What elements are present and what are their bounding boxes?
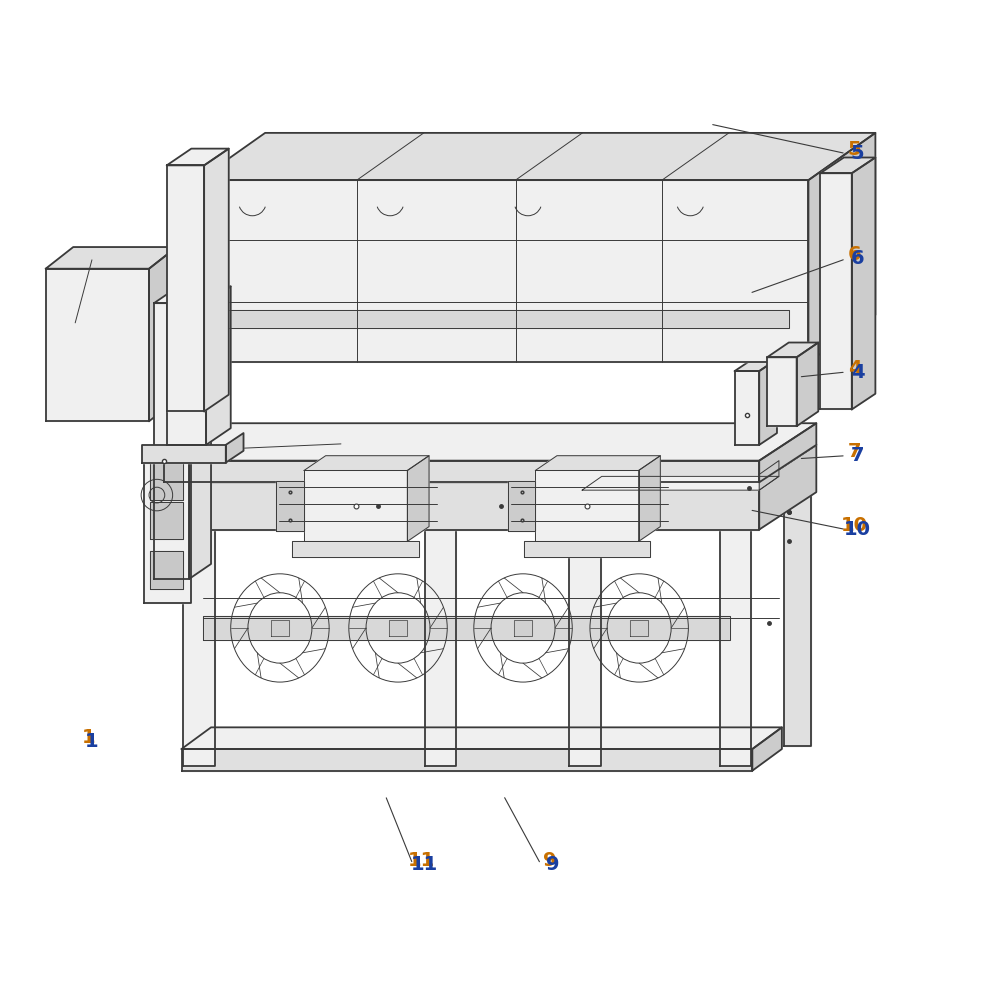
Polygon shape: [819, 173, 851, 409]
Text: 11: 11: [407, 851, 435, 870]
Polygon shape: [582, 476, 778, 490]
Polygon shape: [203, 616, 729, 640]
Polygon shape: [167, 165, 204, 411]
Polygon shape: [204, 149, 229, 411]
Polygon shape: [808, 133, 875, 362]
Polygon shape: [758, 445, 815, 530]
Text: 5: 5: [850, 144, 864, 163]
Polygon shape: [758, 423, 815, 482]
Polygon shape: [734, 359, 776, 371]
Polygon shape: [154, 303, 189, 579]
Polygon shape: [164, 423, 815, 461]
Polygon shape: [630, 620, 648, 636]
Polygon shape: [734, 371, 758, 445]
Polygon shape: [45, 269, 149, 421]
Polygon shape: [198, 180, 808, 362]
Polygon shape: [304, 470, 407, 541]
Text: 5: 5: [847, 140, 861, 159]
Polygon shape: [523, 541, 650, 557]
Polygon shape: [569, 520, 600, 766]
Polygon shape: [751, 727, 781, 771]
Polygon shape: [292, 541, 419, 557]
Polygon shape: [507, 481, 534, 531]
Polygon shape: [783, 492, 810, 746]
Polygon shape: [142, 445, 226, 463]
Polygon shape: [388, 620, 406, 636]
Text: 7: 7: [850, 446, 864, 465]
Polygon shape: [206, 286, 231, 445]
Polygon shape: [198, 133, 875, 180]
Polygon shape: [719, 520, 750, 766]
Polygon shape: [150, 551, 183, 589]
Polygon shape: [766, 357, 796, 426]
Polygon shape: [164, 482, 758, 530]
Text: 4: 4: [850, 363, 864, 382]
Polygon shape: [819, 157, 875, 173]
Polygon shape: [424, 520, 456, 766]
Polygon shape: [271, 620, 289, 636]
Polygon shape: [226, 433, 244, 463]
Polygon shape: [304, 456, 429, 470]
Polygon shape: [181, 749, 751, 771]
Polygon shape: [189, 288, 211, 579]
Polygon shape: [758, 461, 778, 490]
Text: 10: 10: [843, 520, 871, 539]
Polygon shape: [638, 456, 660, 541]
Text: 1: 1: [82, 728, 96, 747]
Polygon shape: [45, 247, 176, 269]
Polygon shape: [164, 445, 815, 482]
Text: 11: 11: [410, 855, 438, 874]
Polygon shape: [164, 461, 758, 482]
Polygon shape: [851, 157, 875, 409]
Polygon shape: [534, 456, 660, 470]
Text: 10: 10: [840, 516, 868, 535]
Polygon shape: [149, 247, 176, 421]
Polygon shape: [758, 359, 776, 445]
Text: 6: 6: [847, 245, 861, 264]
Polygon shape: [167, 286, 231, 303]
Polygon shape: [167, 149, 229, 165]
Polygon shape: [167, 303, 206, 445]
Polygon shape: [144, 461, 191, 603]
Polygon shape: [223, 310, 788, 328]
Polygon shape: [154, 288, 211, 303]
Polygon shape: [276, 481, 304, 531]
Polygon shape: [796, 343, 817, 426]
Polygon shape: [181, 727, 781, 749]
Text: 4: 4: [847, 359, 861, 378]
Text: 7: 7: [847, 442, 861, 461]
Text: 9: 9: [542, 851, 556, 870]
Text: 1: 1: [85, 732, 99, 751]
Polygon shape: [150, 463, 183, 500]
Polygon shape: [766, 343, 817, 357]
Polygon shape: [183, 520, 215, 766]
Text: 9: 9: [545, 855, 559, 874]
Polygon shape: [534, 470, 638, 541]
Polygon shape: [150, 502, 183, 539]
Polygon shape: [514, 620, 531, 636]
Polygon shape: [407, 456, 429, 541]
Text: 6: 6: [850, 249, 864, 268]
